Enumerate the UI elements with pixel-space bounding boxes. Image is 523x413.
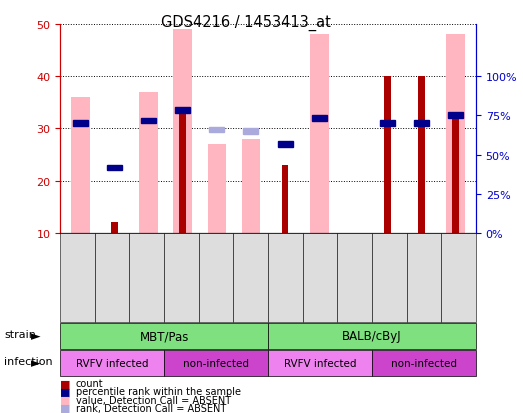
Text: ■: ■ <box>60 395 71 405</box>
Bar <box>384 77 391 233</box>
Bar <box>175 108 190 114</box>
Text: ■: ■ <box>60 387 71 396</box>
Bar <box>107 165 122 171</box>
Text: GDS4216 / 1453413_at: GDS4216 / 1453413_at <box>161 14 331 31</box>
Bar <box>111 223 118 233</box>
Bar <box>242 140 260 233</box>
Bar <box>418 77 425 233</box>
Bar <box>208 145 226 233</box>
Bar <box>140 93 158 233</box>
Text: ■: ■ <box>60 378 71 388</box>
Text: non-infected: non-infected <box>183 358 249 368</box>
Bar <box>414 121 429 127</box>
Text: rank, Detection Call = ABSENT: rank, Detection Call = ABSENT <box>76 403 226 413</box>
Text: non-infected: non-infected <box>391 358 457 368</box>
Text: value, Detection Call = ABSENT: value, Detection Call = ABSENT <box>76 395 231 405</box>
Bar <box>209 127 224 133</box>
Text: infection: infection <box>4 356 53 366</box>
Text: strain: strain <box>4 329 36 339</box>
Bar <box>446 35 465 233</box>
Bar <box>312 116 327 121</box>
Bar <box>448 113 463 119</box>
Bar <box>380 121 395 127</box>
Bar <box>141 119 156 124</box>
Text: RVFV infected: RVFV infected <box>284 358 356 368</box>
Text: BALB/cByJ: BALB/cByJ <box>342 330 402 342</box>
Text: MBT/Pas: MBT/Pas <box>140 330 189 342</box>
Bar <box>452 114 459 233</box>
Bar <box>179 114 186 233</box>
Bar <box>310 35 328 233</box>
Text: ►: ► <box>31 356 40 369</box>
Bar <box>71 98 90 233</box>
Bar <box>282 166 289 233</box>
Bar <box>244 129 258 135</box>
Text: ■: ■ <box>60 403 71 413</box>
Bar <box>73 121 88 127</box>
Text: RVFV infected: RVFV infected <box>76 358 149 368</box>
Text: ►: ► <box>31 330 40 342</box>
Bar <box>174 30 192 233</box>
Bar <box>278 142 292 147</box>
Text: percentile rank within the sample: percentile rank within the sample <box>76 387 241 396</box>
Text: count: count <box>76 378 104 388</box>
